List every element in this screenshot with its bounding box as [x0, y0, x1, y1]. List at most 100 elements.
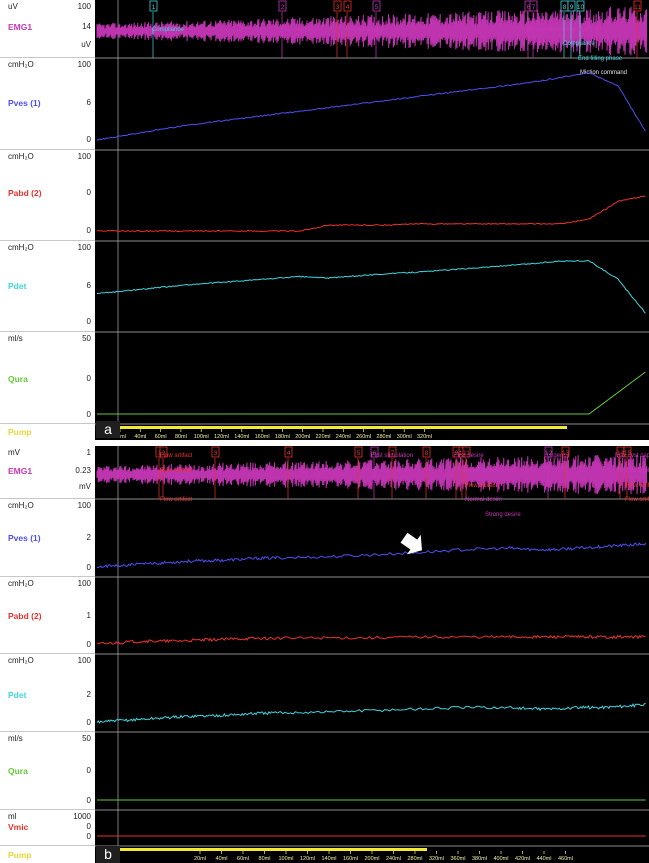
vmic-unit: ml — [8, 812, 17, 821]
volume-tick-label: 240ml — [386, 856, 401, 862]
volume-tick-label: 200ml — [295, 434, 310, 440]
volume-tick-label: 320ml — [429, 856, 444, 862]
emg-unit-top: uV — [8, 2, 18, 11]
event-marker-number: 4 — [346, 4, 350, 11]
volume-tick-label: 200ml — [365, 856, 380, 862]
event-annotation: Normal desire — [346, 27, 384, 33]
pdet-track-label: cmH₂O 100 Pdet 2 0 — [0, 654, 95, 732]
emg-unit-bottom: mV — [79, 482, 91, 491]
pdet-unit: cmH₂O — [8, 243, 34, 252]
highlight-arrow-icon — [400, 532, 423, 555]
qura-scale-mid: 0 — [86, 374, 91, 383]
volume-tick-label: 320ml — [417, 434, 432, 440]
pdet-unit: cmH₂O — [8, 656, 34, 665]
pdet-scale-top: 100 — [77, 243, 91, 252]
event-marker-box — [529, 0, 538, 12]
pdet-scale-mid: 6 — [86, 281, 91, 290]
event-marker-box — [278, 0, 287, 12]
pabd-unit: cmH₂O — [8, 579, 34, 588]
event-marker-box — [211, 446, 220, 458]
event-marker-box — [159, 446, 168, 458]
channel-labels-column: mV 1 EMG1 0.23 mV cmH₂O 100 Pves (1) 2 0… — [0, 446, 96, 863]
event-marker-number: 5 — [375, 4, 379, 11]
volume-tick-label: 120ml — [300, 856, 315, 862]
event-annotation: First desire — [454, 453, 484, 459]
event-marker-number: 5 — [357, 450, 361, 457]
event-annotation: Normal desire — [465, 497, 503, 503]
event-marker-box — [544, 446, 553, 458]
pump-track-label: Pump — [0, 846, 95, 863]
qura-unit: ml/s — [8, 734, 23, 743]
volume-tick-label: 80ml — [259, 856, 271, 862]
event-marker-number: 14 — [617, 450, 625, 457]
qura-trace — [97, 371, 646, 415]
volume-tick-label: 160ml — [343, 856, 358, 862]
event-annotation: Strong desire — [485, 512, 521, 518]
event-marker-box — [633, 0, 642, 12]
vmic-channel-name: Vmic — [8, 822, 29, 832]
emg-channel-name: EMG1 — [8, 22, 33, 32]
emg-scale-mid: 14 — [82, 22, 91, 31]
event-marker-number: 8 — [425, 450, 429, 457]
event-annotation: Strong desire — [462, 468, 498, 474]
event-marker-box — [561, 446, 570, 458]
event-marker-box — [284, 446, 293, 458]
event-annotation: Flow artifact — [625, 483, 649, 489]
qura-scale-top: 50 — [82, 734, 91, 743]
event-annotation: Max cyst cap — [615, 453, 649, 459]
qura-track-label: ml/s 50 Qura 0 0 — [0, 332, 95, 424]
pves-channel-name: Pves (1) — [8, 98, 41, 108]
event-annotation: Flow artifact — [465, 483, 498, 489]
emg-track-label: uV 100 EMG1 14 uV — [0, 0, 95, 58]
pdet-scale-bottom: 0 — [86, 718, 91, 727]
pdet-scale-top: 100 — [77, 656, 91, 665]
event-marker-box — [623, 446, 632, 458]
event-marker-number: 3 — [336, 4, 340, 11]
volume-tick-label: 100ml — [194, 434, 209, 440]
channel-labels-column: uV 100 EMG1 14 uV cmH₂O 100 Pves (1) 6 0… — [0, 0, 96, 440]
pdet-trace — [96, 702, 646, 724]
pabd-channel-name: Pabd (2) — [8, 611, 42, 621]
emg-signal-band — [96, 454, 648, 495]
event-marker-number: 13 — [562, 450, 570, 457]
event-marker-box — [388, 446, 397, 458]
event-marker-box — [372, 0, 381, 12]
pabd-channel-name: Pabd (2) — [8, 188, 42, 198]
vmic-scale-bottom: 0 — [86, 832, 91, 841]
event-annotation: Strong desire — [528, 27, 564, 33]
event-annotation: Max cyst cap — [566, 27, 602, 33]
vmic-track-label: ml 1000 Vmic 0 0 — [0, 810, 95, 846]
volume-tick-label: 360ml — [451, 856, 466, 862]
volume-tick-label: 460ml — [558, 856, 573, 862]
volume-tick-label: 180ml — [275, 434, 290, 440]
pump-channel-name: Pump — [8, 850, 32, 860]
pump-bar — [97, 848, 427, 851]
emg-signal-band — [96, 6, 648, 56]
event-marker-number: 9 — [570, 4, 574, 11]
event-marker-number: 12 — [545, 450, 553, 457]
event-annotation: Urgency — [547, 453, 569, 459]
pump-bar — [97, 426, 567, 429]
pabd-track-label: cmH₂O 100 Pabd (2) 1 0 — [0, 577, 95, 654]
pabd-scale-mid: 0 — [86, 188, 91, 197]
pves-track-label: cmH₂O 100 Pves (1) 2 0 — [0, 499, 95, 577]
event-marker-number: 10 — [577, 4, 585, 11]
volume-tick-label: 240ml — [336, 434, 351, 440]
panel-a-plot: 1 2 3 4 5 6 7 8 9 10 11 Compliance First sensation No… — [95, 0, 649, 440]
pabd-trace — [96, 195, 646, 233]
pump-channel-name: Pump — [8, 427, 32, 437]
volume-tick-label: 380ml — [472, 856, 487, 862]
panel-divider — [0, 440, 649, 446]
event-marker-number: 2 — [281, 4, 285, 11]
vmic-scale-mid: 0 — [86, 822, 91, 831]
qura-channel-name: Qura — [8, 374, 28, 384]
pabd-scale-top: 100 — [77, 579, 91, 588]
event-marker-number: 9 — [455, 450, 459, 457]
panel-b-tag: b — [96, 846, 120, 863]
event-annotation: End filling phase — [617, 468, 649, 474]
volume-tick-label: 20ml — [194, 856, 206, 862]
urodynamic-panel-b: mV 1 EMG1 0.23 mV cmH₂O 100 Pves (1) 2 0… — [0, 446, 649, 863]
panel-a-tag: a — [96, 421, 120, 438]
emg-scale-mid: 0.23 — [75, 466, 91, 475]
